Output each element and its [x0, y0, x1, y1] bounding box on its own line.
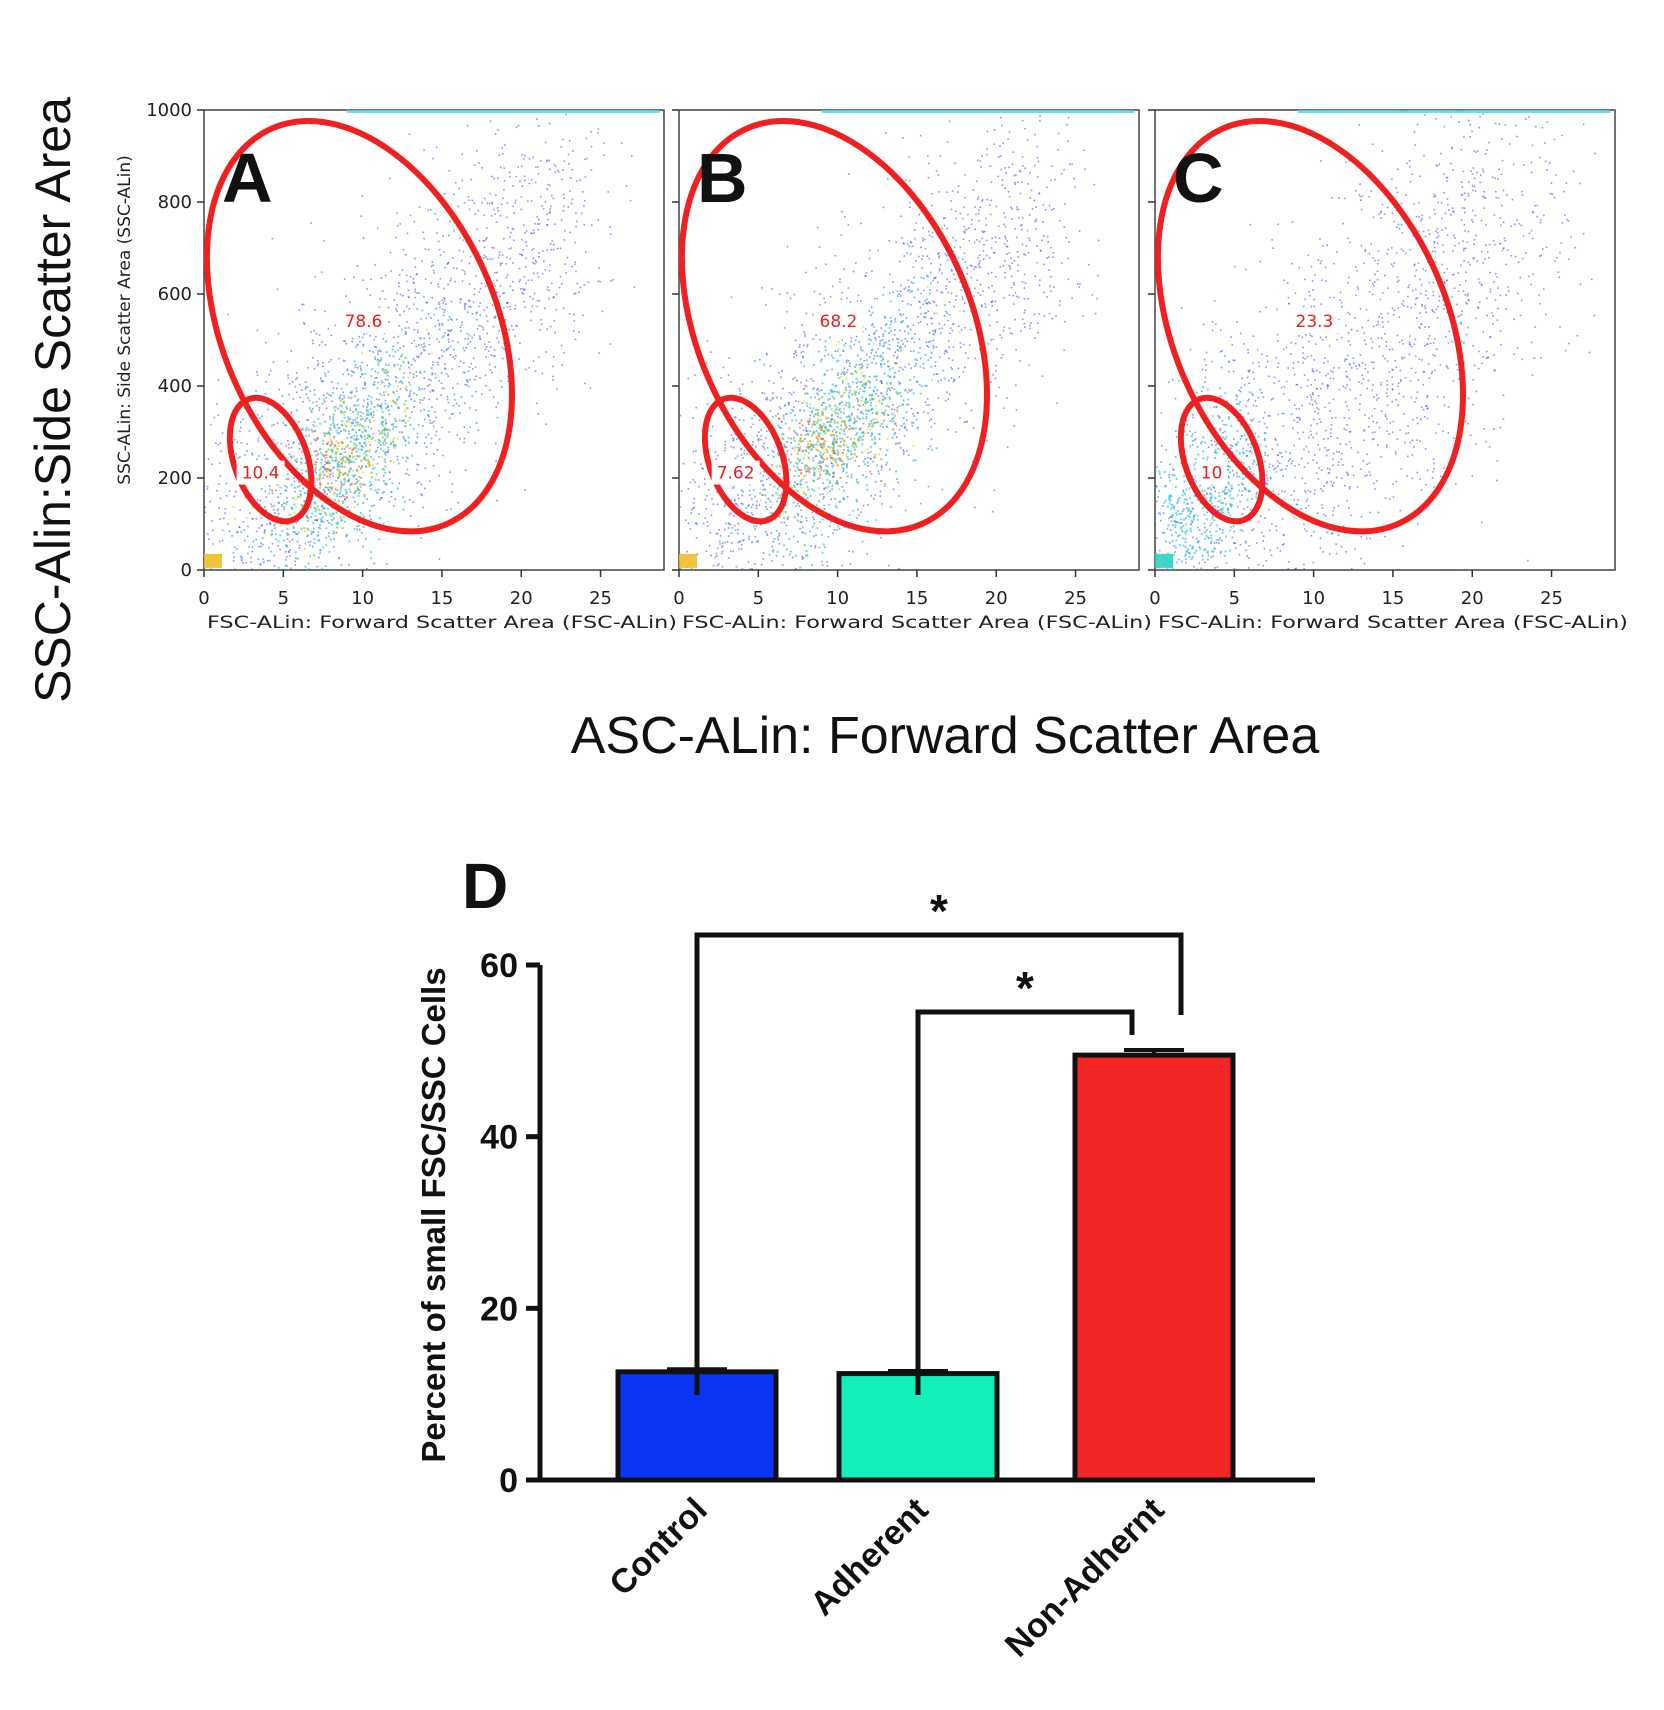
- y-axis-label: SSC-ALin: Side Scatter Area (SSC-ALin): [115, 155, 135, 484]
- saturation-edge: [346, 110, 660, 113]
- gate-percent-small: 10.4: [242, 464, 280, 484]
- gate-percent-large: 78.6: [345, 312, 383, 332]
- x-tick-label: 10: [826, 588, 849, 609]
- scatter-panel-b: 68.2 7.62 B 0 5 10 15 20 25 FSC-ALin: Forward Sca…: [622, 73, 1152, 633]
- origin-hotspot: [1155, 553, 1173, 568]
- x-tick-label: Non-Adhernt: [998, 1491, 1172, 1665]
- significance-bracket: [694, 932, 1184, 1395]
- x-tick-label: 0: [673, 588, 684, 609]
- gate-label-box: [1196, 460, 1227, 485]
- scatter-panel-a: 78.6 10.4 A 0 5 10 15 20 25 FSC-ALin: Forward Sca…: [115, 73, 677, 633]
- gate-label-box: [814, 309, 863, 334]
- x-tick-label: 15: [1381, 588, 1404, 609]
- x-tick-label: 15: [905, 588, 928, 609]
- plot-frame: [678, 109, 1140, 571]
- gate-ellipse-small[interactable]: [214, 387, 327, 533]
- significance-bracket: [915, 1009, 1135, 1395]
- x-axis-label: FSC-ALin: Forward Scatter Area (FSC-ALin…: [682, 613, 1152, 633]
- gate-label-box: [1290, 309, 1339, 334]
- scatter-panel-c: 23.3 10 C 0 5 10 15 20 25 FSC-ALin: Forward Scatt…: [1098, 73, 1628, 633]
- gate-ellipse-small[interactable]: [689, 387, 802, 533]
- x-tick-label: 0: [198, 588, 209, 609]
- gate-percent-large: 23.3: [1296, 312, 1334, 332]
- x-tick-label: 5: [753, 588, 764, 609]
- global-y-axis-label: SSC-Alin:Side Scatter Area: [25, 97, 81, 703]
- x-tick-label: 20: [1461, 588, 1484, 609]
- gate-percent-large: 68.2: [820, 312, 858, 332]
- y-tick-label: 200: [158, 468, 192, 489]
- x-tick-label: 20: [985, 588, 1008, 609]
- gate-percent-small: 7.62: [717, 464, 755, 484]
- plot-frame: [1154, 109, 1616, 571]
- x-tick-label: 5: [1229, 588, 1240, 609]
- x-axis-label: FSC-ALin: Forward Scatter Area (FSC-ALin…: [207, 613, 677, 633]
- gate-label-box: [339, 309, 388, 334]
- x-tick-label: 0: [1149, 588, 1160, 609]
- x-tick-label: 25: [1540, 588, 1563, 609]
- saturation-edge: [821, 110, 1135, 113]
- y-tick-label: 400: [158, 376, 192, 397]
- y-tick-label: 1000: [146, 100, 192, 121]
- y-tick-label: 600: [158, 284, 192, 305]
- y-tick-label: 0: [499, 1462, 518, 1500]
- y-tick-label: 40: [480, 1119, 518, 1157]
- x-tick-label: 5: [278, 588, 289, 609]
- global-x-axis-label: ASC-ALin: Forward Scatter Area: [571, 707, 1320, 765]
- bar-adherent: [836, 1371, 1000, 1483]
- x-tick-label: 25: [589, 588, 612, 609]
- panel-label-d: D: [462, 850, 508, 922]
- x-tick-label: 15: [430, 588, 453, 609]
- plot-frame: [203, 109, 665, 571]
- x-axis-label: FSC-ALin: Forward Scatter Area (FSC-ALin…: [1158, 613, 1628, 633]
- gate-ellipse-large[interactable]: [147, 73, 572, 579]
- event-density-cloud: [1155, 110, 1611, 570]
- significance-marker: *: [1016, 962, 1034, 1014]
- scatter-panels: 78.6 10.4 A 0 5 10 15 20 25 FSC-ALin: Forward Sca…: [115, 73, 1628, 633]
- saturation-edge: [1297, 110, 1611, 113]
- y-tick-label: 20: [480, 1290, 518, 1328]
- bar-non-adhernt: [1072, 1052, 1236, 1483]
- x-tick-label: Control: [602, 1491, 714, 1603]
- gate-label-box: [711, 460, 760, 485]
- x-tick-label: 10: [351, 588, 374, 609]
- y-axis-label: Percent of small FSC/SSC Cells: [415, 967, 452, 1462]
- y-tick-label: 800: [158, 192, 192, 213]
- x-tick-label: 25: [1064, 588, 1087, 609]
- origin-hotspot: [679, 553, 697, 568]
- gate-ellipse-small[interactable]: [1165, 387, 1278, 533]
- y-tick-label: 0: [181, 560, 192, 581]
- x-tick-label: 20: [510, 588, 533, 609]
- bar-chart-panel-d: D 0 20 40 60 Percent of small FSC/SSC Cells Co…: [415, 850, 1315, 1665]
- panel-label-b: B: [697, 139, 748, 217]
- origin-hotspot: [204, 553, 222, 568]
- panel-label-a: A: [222, 139, 273, 217]
- x-tick-label: 10: [1302, 588, 1325, 609]
- gate-label-box: [236, 460, 285, 485]
- panel-label-c: C: [1173, 139, 1224, 217]
- x-tick-label: Adherent: [803, 1491, 935, 1623]
- significance-marker: *: [930, 885, 948, 937]
- y-tick-label: 60: [480, 947, 518, 985]
- gate-percent-small: 10: [1201, 464, 1223, 484]
- gate-ellipse-large[interactable]: [1098, 73, 1523, 579]
- gate-ellipse-large[interactable]: [622, 73, 1047, 579]
